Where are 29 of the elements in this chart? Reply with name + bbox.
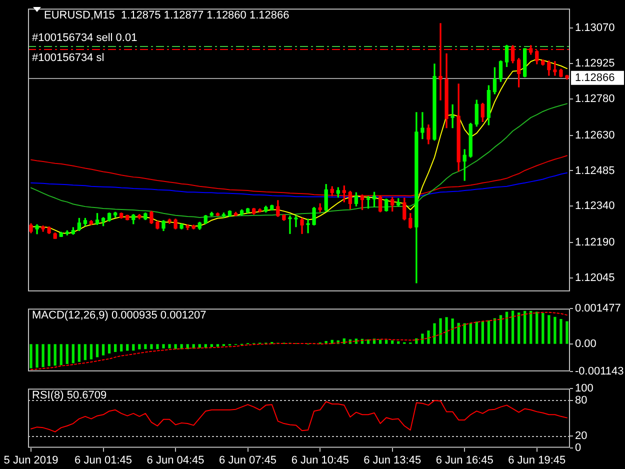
x-tick-label: 6 Jun 13:45 [364,454,422,466]
ref-line-label: #100156734 sell 0.01 [32,32,138,44]
x-tick-label: 6 Jun 07:45 [219,454,277,466]
y-tick-label: 0 [575,442,582,454]
ref-line-label: 1.12866 [575,72,615,84]
y-tick-label: 1.12485 [575,164,615,177]
y-tick-label: 1.12630 [575,129,615,142]
x-tick-label: 5 Jun 2019 [4,454,58,466]
y-tick-label: 80 [575,394,588,406]
ref-line-label: #100156734 sl [32,52,104,64]
x-tick-label: 6 Jun 01:45 [74,454,132,466]
x-tick-label: 6 Jun 04:45 [146,454,204,466]
y-tick-label: 0.001477 [575,302,621,315]
y-tick-label: 1.13070 [575,22,615,34]
chart-title: MACD(12,26,9) 0.000935 0.001207 [32,310,206,322]
y-tick-label: 20 [575,430,588,442]
y-tick-label: 100 [575,382,594,395]
y-tick-label: 0.00 [575,338,596,350]
y-tick-label: 1.12190 [575,236,615,249]
chart-title: EURUSD,M15 1.12875 1.12877 1.12860 1.12866 [44,10,290,22]
y-tick-label: 1.12340 [575,200,615,212]
y-tick-label: 1.12045 [575,272,615,284]
x-tick-label: 6 Jun 16:45 [436,454,494,466]
y-tick-label: -0.001143 [575,365,624,378]
y-tick-label: 1.12780 [575,92,615,105]
x-tick-label: 6 Jun 19:45 [508,454,566,466]
y-tick-label: 1.12925 [575,57,615,70]
chart-title: RSI(8) 50.6709 [32,390,107,402]
x-tick-label: 6 Jun 10:45 [291,454,349,466]
